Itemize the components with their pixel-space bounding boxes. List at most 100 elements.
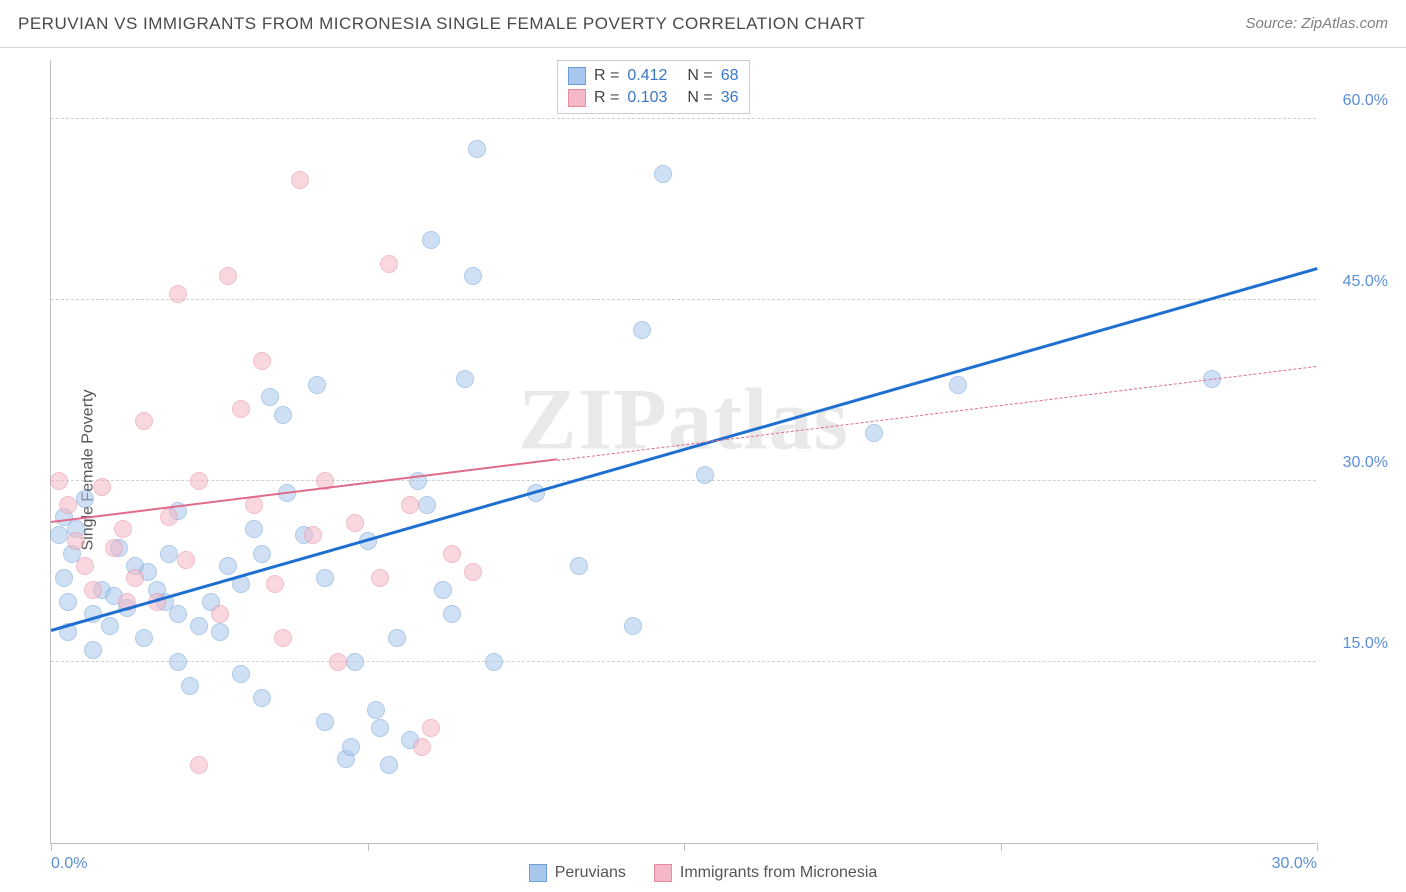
data-point xyxy=(346,653,364,671)
data-point xyxy=(274,406,292,424)
watermark: ZIPatlas xyxy=(518,370,849,471)
data-point xyxy=(211,605,229,623)
x-tick xyxy=(368,843,369,851)
stat-n-value: 36 xyxy=(721,89,739,107)
data-point xyxy=(304,526,322,544)
data-point xyxy=(114,520,132,538)
data-point xyxy=(84,581,102,599)
data-point xyxy=(135,629,153,647)
data-point xyxy=(456,370,474,388)
data-point xyxy=(388,629,406,647)
stat-r-value: 0.412 xyxy=(627,67,667,85)
legend: Peruvians Immigrants from Micronesia xyxy=(0,864,1406,882)
data-point xyxy=(101,617,119,635)
scatter-plot: ZIPatlas R = 0.412N = 68R = 0.103N = 36 … xyxy=(50,60,1316,844)
data-point xyxy=(422,231,440,249)
legend-item: Peruvians xyxy=(529,864,626,882)
data-point xyxy=(274,629,292,647)
data-point xyxy=(105,539,123,557)
data-point xyxy=(380,255,398,273)
gridline xyxy=(51,480,1316,481)
data-point xyxy=(485,653,503,671)
stat-r-label: R = xyxy=(594,67,619,85)
data-point xyxy=(413,738,431,756)
data-point xyxy=(464,563,482,581)
legend-swatch xyxy=(654,864,672,882)
data-point xyxy=(380,756,398,774)
data-point xyxy=(261,388,279,406)
data-point xyxy=(570,557,588,575)
trend-line xyxy=(51,459,558,524)
legend-item: Immigrants from Micronesia xyxy=(654,864,877,882)
data-point xyxy=(160,508,178,526)
data-point xyxy=(624,617,642,635)
data-point xyxy=(67,532,85,550)
gridline xyxy=(51,299,1316,300)
data-point xyxy=(190,756,208,774)
data-point xyxy=(418,496,436,514)
data-point xyxy=(316,713,334,731)
trend-line xyxy=(51,267,1318,632)
data-point xyxy=(59,496,77,514)
data-point xyxy=(232,665,250,683)
data-point xyxy=(434,581,452,599)
data-point xyxy=(316,569,334,587)
x-tick xyxy=(1001,843,1002,851)
data-point xyxy=(219,557,237,575)
data-point xyxy=(232,400,250,418)
data-point xyxy=(367,701,385,719)
y-tick-label: 60.0% xyxy=(1343,92,1388,110)
stat-n-label: N = xyxy=(687,89,712,107)
data-point xyxy=(371,569,389,587)
source-label: Source: ZipAtlas.com xyxy=(1245,15,1388,32)
stat-n-value: 68 xyxy=(721,67,739,85)
stat-r-label: R = xyxy=(594,89,619,107)
data-point xyxy=(253,689,271,707)
data-point xyxy=(696,466,714,484)
series-swatch xyxy=(568,67,586,85)
data-point xyxy=(177,551,195,569)
data-point xyxy=(443,605,461,623)
chart-area: Single Female Poverty ZIPatlas R = 0.412… xyxy=(0,48,1406,892)
trend-line xyxy=(557,366,1317,461)
data-point xyxy=(84,641,102,659)
data-point xyxy=(211,623,229,641)
data-point xyxy=(401,496,419,514)
stats-row: R = 0.103 N = 36 xyxy=(568,87,739,109)
stat-r-value: 0.103 xyxy=(627,89,667,107)
data-point xyxy=(50,472,68,490)
data-point xyxy=(633,321,651,339)
data-point xyxy=(371,719,389,737)
data-point xyxy=(126,569,144,587)
data-point xyxy=(190,472,208,490)
data-point xyxy=(253,545,271,563)
data-point xyxy=(50,526,68,544)
data-point xyxy=(245,520,263,538)
x-tick xyxy=(51,843,52,851)
data-point xyxy=(654,165,672,183)
y-tick-label: 30.0% xyxy=(1343,454,1388,472)
gridline xyxy=(51,118,1316,119)
data-point xyxy=(93,478,111,496)
series-swatch xyxy=(568,89,586,107)
data-point xyxy=(76,490,94,508)
data-point xyxy=(181,677,199,695)
y-tick-label: 15.0% xyxy=(1343,635,1388,653)
x-tick xyxy=(1317,843,1318,851)
data-point xyxy=(55,569,73,587)
data-point xyxy=(346,514,364,532)
data-point xyxy=(464,267,482,285)
data-point xyxy=(342,738,360,756)
stat-n-label: N = xyxy=(687,67,712,85)
data-point xyxy=(169,653,187,671)
data-point xyxy=(253,352,271,370)
gridline xyxy=(51,661,1316,662)
data-point xyxy=(219,267,237,285)
data-point xyxy=(245,496,263,514)
x-tick xyxy=(684,843,685,851)
data-point xyxy=(308,376,326,394)
data-point xyxy=(135,412,153,430)
data-point xyxy=(160,545,178,563)
data-point xyxy=(266,575,284,593)
correlation-stats-box: R = 0.412 N = 68 R = 0.103 N = 36 xyxy=(557,60,750,114)
